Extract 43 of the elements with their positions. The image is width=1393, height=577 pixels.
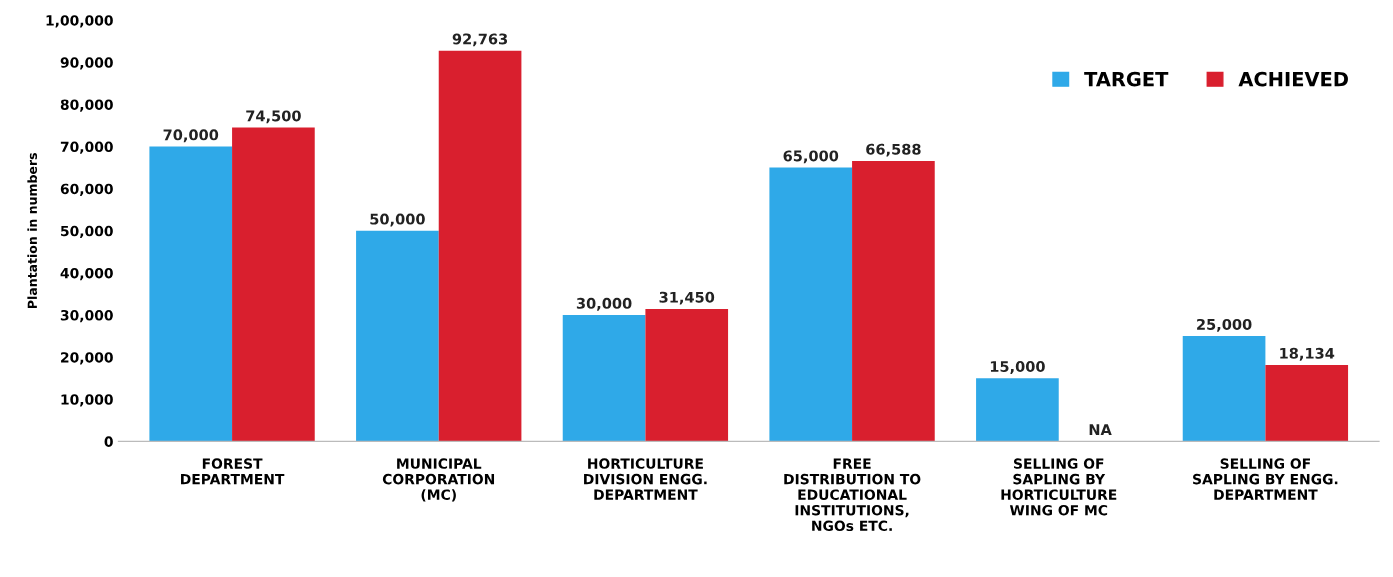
y-axis-title: Plantation in numbers: [27, 153, 38, 308]
text: NA: [1089, 424, 1112, 435]
x-tick-label: HORTICULTURE DIVISION ENGG. DEPARTMENT: [584, 458, 707, 500]
bar: [852, 160, 935, 442]
x-tick-label: FREE DISTRIBUTION TO EDUCATIONAL INSTITUTIONS, NGOs ETC.: [784, 458, 921, 532]
data-label: 66,588: [866, 143, 921, 157]
bar: [562, 315, 646, 442]
y-tick-label: 50,000: [61, 225, 113, 239]
bar: [149, 146, 233, 442]
data-label: 70,000: [163, 129, 219, 143]
bar: [645, 308, 729, 442]
y-tick-label: 90,000: [60, 57, 113, 70]
data-label: 18,134: [1280, 347, 1335, 361]
y-tick-label: 70,000: [60, 141, 113, 154]
y-tick-label: 60,000: [60, 183, 113, 196]
x-tick-label: SELLING OF SAPLING BY HORTICULTURE WING OF MC: [1001, 458, 1117, 516]
bar: [232, 127, 315, 442]
y-tick-label: 0: [104, 436, 113, 447]
data-label: 31,450: [659, 291, 715, 305]
x-tick-label: FOREST DEPARTMENT: [181, 458, 285, 485]
y-tick-label: 1,00,000: [46, 15, 113, 28]
legend-label: TARGET: [1084, 71, 1169, 87]
data-label: 30,000: [576, 297, 632, 311]
data-label: 74,500: [246, 110, 301, 124]
bar: [356, 230, 439, 442]
y-tick-label: 20,000: [61, 352, 113, 365]
y-tick-label: 30,000: [60, 310, 113, 323]
legend-label: ACHIEVED: [1238, 71, 1348, 87]
data-label: 15,000: [990, 361, 1045, 374]
x-tick-label: SELLING OF SAPLING BY ENGG. DEPARTMENT: [1193, 458, 1338, 500]
y-tick-label: 10,000: [61, 394, 113, 407]
bar: [438, 50, 522, 442]
data-label: 65,000: [783, 150, 839, 164]
data-label: 50,000: [370, 213, 425, 227]
bar: [976, 378, 1059, 442]
y-tick-label: 80,000: [60, 99, 113, 112]
bar: [1182, 336, 1266, 442]
bar: [769, 167, 853, 442]
data-label: 25,000: [1197, 318, 1252, 332]
y-tick-label: 40,000: [60, 267, 113, 281]
x-tick-label: MUNICIPAL CORPORATION (MC): [382, 458, 495, 502]
data-label: 92,763: [452, 33, 508, 47]
bar: [1265, 365, 1349, 442]
